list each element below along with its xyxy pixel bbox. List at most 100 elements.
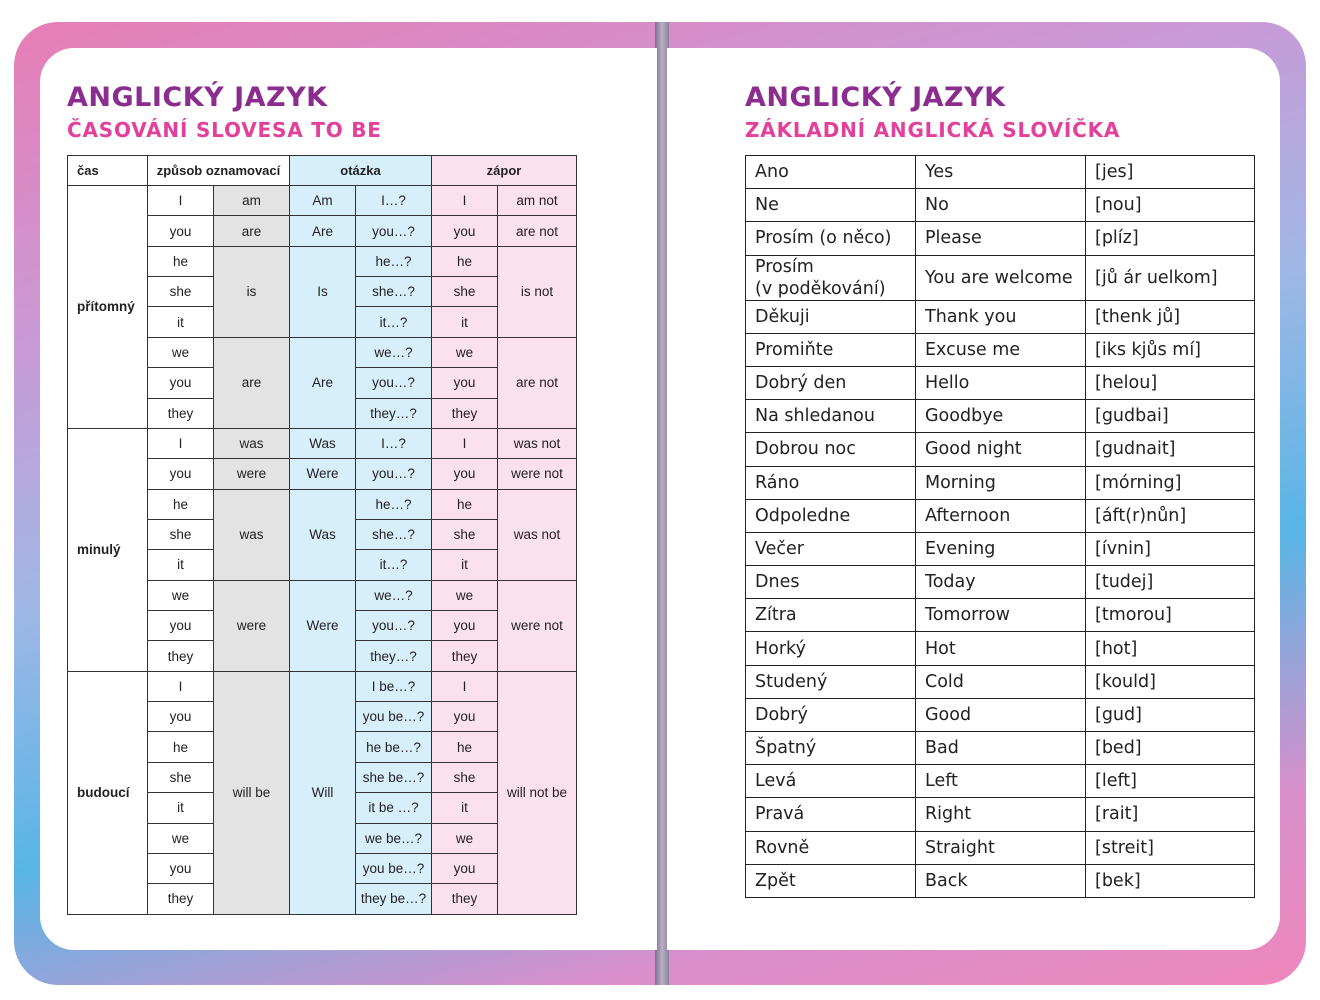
- negation-person-cell: she: [431, 276, 498, 308]
- verb-cell: was: [213, 488, 290, 581]
- person-cell: you: [147, 367, 214, 399]
- question-cell: it…?: [355, 306, 432, 338]
- pronunciation: [áft(r)nůn]: [1085, 498, 1255, 533]
- pronunciation: [streit]: [1085, 830, 1255, 865]
- table-row: you you…? you: [68, 610, 577, 642]
- verb-cell: was: [213, 427, 290, 460]
- english-word: Tomorrow: [915, 598, 1086, 633]
- verb-cell: will be: [213, 670, 290, 915]
- english-word: Afternoon: [915, 498, 1086, 533]
- english-word: Please: [915, 221, 1086, 256]
- question-cell: they…?: [355, 397, 432, 429]
- question-cell: she…?: [355, 276, 432, 308]
- vocab-row: Zítra Tomorrow [tmorou]: [745, 598, 1255, 633]
- question-verb-cell: Are: [289, 215, 356, 247]
- negation-person-cell: it: [431, 549, 498, 581]
- person-cell: I: [147, 427, 214, 460]
- czech-word: Dobrý: [745, 697, 916, 733]
- czech-word: Prosím (v poděkování): [745, 254, 916, 301]
- header-cell: zápor: [430, 155, 578, 186]
- negation-person-cell: you: [431, 215, 498, 247]
- verb-cell: are: [213, 215, 290, 247]
- table-row: he he be…? he: [68, 731, 577, 763]
- negation-person-cell: you: [431, 610, 498, 642]
- english-word: Good: [915, 697, 1086, 733]
- english-word: Back: [915, 863, 1086, 898]
- table-row: he is Is he…? he is not: [68, 245, 578, 338]
- person-cell: they: [147, 397, 214, 429]
- negation-person-cell: you: [431, 701, 498, 733]
- question-cell: I be…?: [355, 670, 432, 703]
- vocab-row: Dnes Today [tudej]: [745, 565, 1255, 600]
- english-word: Evening: [915, 531, 1086, 567]
- pronunciation: [jes]: [1085, 154, 1255, 190]
- person-cell: you: [147, 701, 214, 733]
- table-row: she she be…? she: [68, 761, 577, 794]
- vocab-row: Rovně Straight [streit]: [745, 830, 1255, 865]
- vocab-row: Prosím (o něco) Please [plíz]: [745, 221, 1255, 256]
- table-row: you are Are you…? you are not: [68, 215, 578, 247]
- question-verb-cell: Are: [289, 336, 356, 429]
- negation-person-cell: we: [431, 579, 498, 612]
- czech-word: Špatný: [745, 730, 916, 766]
- czech-word: Dobrý den: [745, 365, 916, 401]
- verb-cell: is: [213, 245, 290, 338]
- pronunciation: [hot]: [1085, 631, 1255, 666]
- question-cell: you be…?: [355, 701, 432, 733]
- negation-person-cell: you: [431, 458, 498, 490]
- question-verb-cell: Were: [289, 579, 356, 672]
- table-row: we are Are we…? we are not: [68, 336, 578, 429]
- question-cell: you…?: [355, 215, 432, 247]
- table-row: it it…? it: [68, 549, 577, 581]
- question-verb-cell: Was: [289, 427, 356, 460]
- negation-cell: is not: [496, 245, 578, 338]
- question-cell: we…?: [355, 336, 432, 369]
- vocabulary-table: Ano Yes [jes] Ne No [nou] Prosím (o něco) Pleas…: [745, 154, 1255, 898]
- table-row: you you be…? you: [68, 701, 577, 733]
- person-cell: she: [147, 518, 214, 551]
- vocab-row: Prosím (v poděkování) You are welcome [jů …: [745, 254, 1255, 301]
- person-cell: you: [147, 458, 214, 490]
- person-cell: he: [147, 245, 214, 278]
- english-word: No: [915, 188, 1086, 223]
- negation-person-cell: I: [431, 670, 498, 703]
- person-cell: it: [147, 306, 214, 338]
- negation-person-cell: she: [431, 761, 498, 794]
- english-word: Thank you: [915, 299, 1086, 334]
- question-cell: they be…?: [355, 883, 432, 915]
- person-cell: we: [147, 579, 214, 612]
- question-verb-cell: Will: [289, 670, 356, 915]
- table-row: you you…? you: [68, 367, 577, 399]
- vocab-row: Ano Yes [jes]: [745, 154, 1255, 190]
- vocab-row: Levá Left [left]: [745, 764, 1255, 799]
- english-word: Cold: [915, 664, 1086, 699]
- header-cell: způsob oznamovací: [147, 155, 290, 186]
- table-row: you you be…? you: [68, 852, 577, 885]
- verb-cell: am: [213, 184, 290, 217]
- english-word: Good night: [915, 432, 1086, 467]
- czech-word: Rovně: [745, 830, 916, 865]
- page-title: ANGLICKÝ JAZYK: [745, 82, 1006, 113]
- pronunciation: [plíz]: [1085, 221, 1255, 256]
- person-cell: they: [147, 640, 214, 672]
- book-spine: [655, 22, 669, 985]
- question-cell: he…?: [355, 488, 432, 520]
- question-cell: you…?: [355, 367, 432, 399]
- tense-name: přítomný: [67, 185, 148, 429]
- question-cell: you be…?: [355, 852, 432, 885]
- question-cell: I…?: [355, 184, 432, 217]
- vocab-row: Ráno Morning [mórning]: [745, 465, 1255, 500]
- english-word: Bad: [915, 730, 1086, 766]
- negation-cell: am not: [496, 184, 578, 217]
- negation-person-cell: I: [431, 184, 498, 217]
- pronunciation: [ívnin]: [1085, 531, 1255, 567]
- question-cell: you…?: [355, 458, 432, 490]
- negation-person-cell: he: [431, 245, 498, 278]
- pronunciation: [bek]: [1085, 863, 1255, 898]
- czech-word: Dnes: [745, 565, 916, 600]
- person-cell: it: [147, 549, 214, 581]
- verb-cell: were: [213, 579, 290, 672]
- person-cell: you: [147, 852, 214, 885]
- negation-person-cell: they: [431, 640, 498, 672]
